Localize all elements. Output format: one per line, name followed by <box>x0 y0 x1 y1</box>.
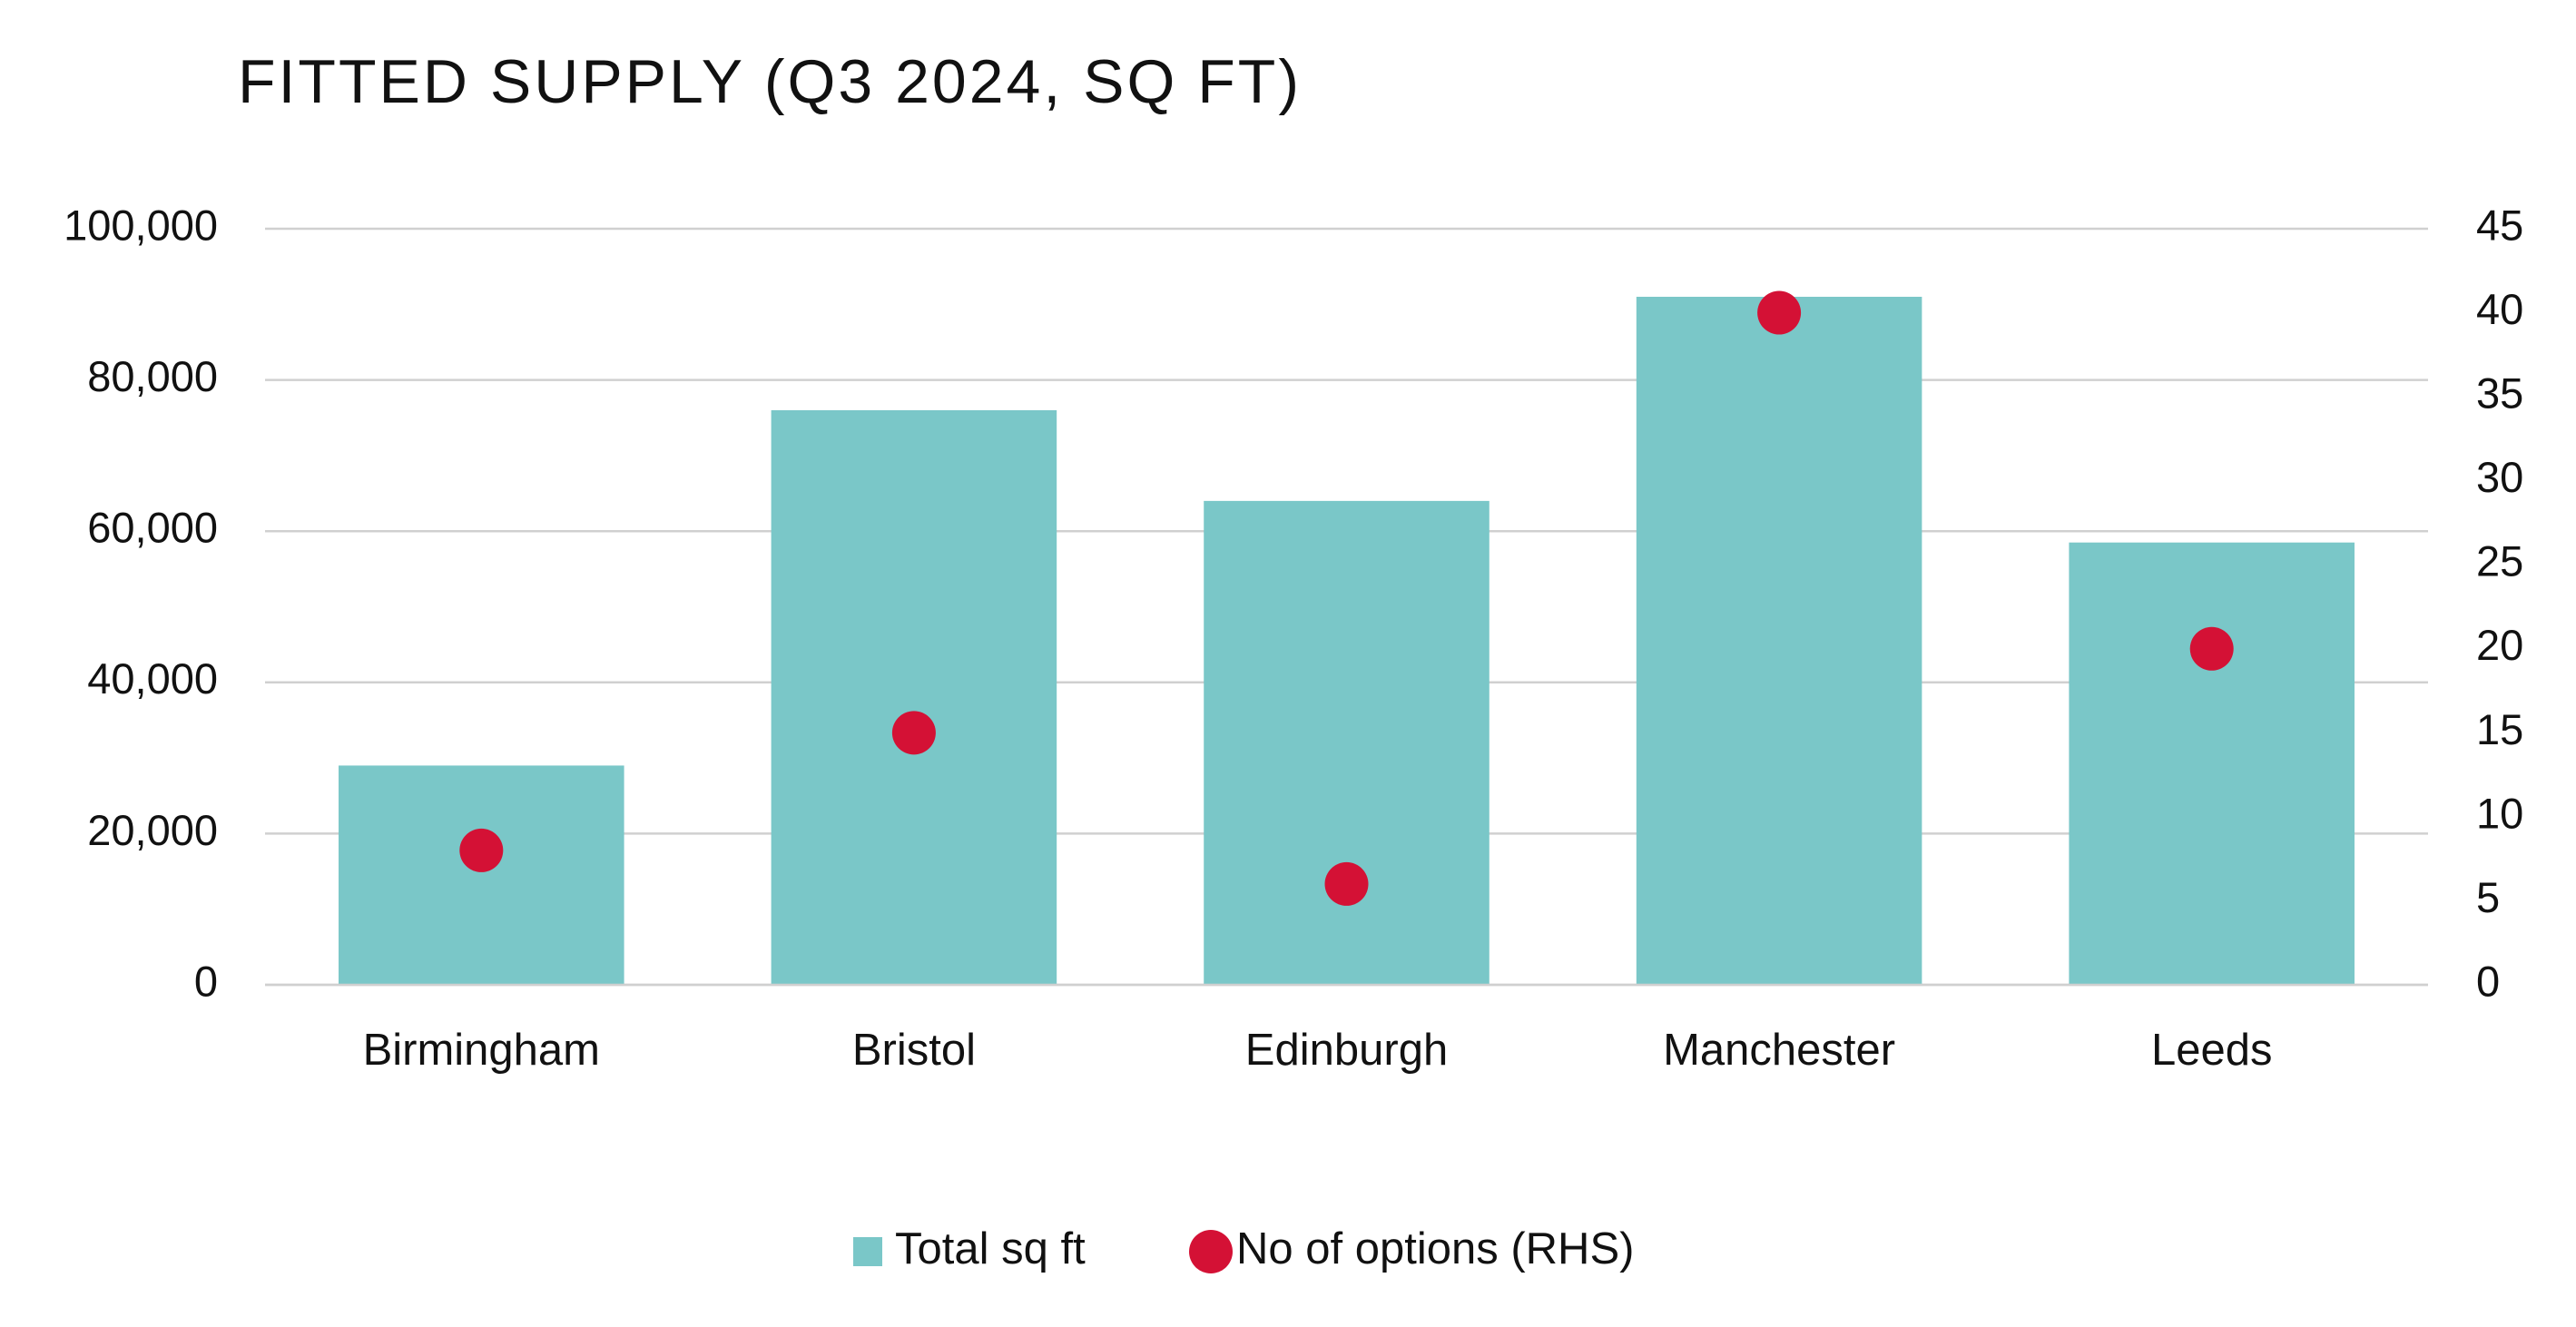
bar <box>1204 500 1490 985</box>
bar <box>2069 542 2355 985</box>
y2-tick-label: 35 <box>2476 369 2523 418</box>
y2-tick-label: 45 <box>2476 201 2523 249</box>
y2-tick-label: 20 <box>2476 621 2523 669</box>
y-tick-label: 60,000 <box>87 504 218 552</box>
y2-tick-label: 25 <box>2476 537 2523 585</box>
legend: Total sq ft No of options (RHS) <box>853 1224 1634 1273</box>
x-tick-label: Leeds <box>2151 1026 2273 1075</box>
legend-label: Total sq ft <box>895 1224 1086 1273</box>
y2-tick-label: 40 <box>2476 285 2523 333</box>
y-tick-label: 100,000 <box>64 201 218 249</box>
point <box>1324 861 1369 906</box>
bar <box>771 409 1057 985</box>
point <box>891 711 936 755</box>
y2-tick-label: 30 <box>2476 453 2523 501</box>
y2-tick-label: 0 <box>2476 957 2500 1005</box>
x-tick-label: Edinburgh <box>1245 1026 1448 1075</box>
x-tick-label: Manchester <box>1663 1026 1895 1075</box>
y-tick-label: 0 <box>194 957 218 1005</box>
legend-swatch <box>1189 1230 1233 1273</box>
bar <box>1636 296 1922 986</box>
point <box>459 828 504 872</box>
x-tick-label: Bristol <box>852 1026 976 1075</box>
legend-swatch <box>853 1237 882 1266</box>
point <box>1757 290 1802 335</box>
legend-label: No of options (RHS) <box>1236 1224 1634 1273</box>
bar <box>339 765 624 985</box>
chart-title: FITTED SUPPLY (Q3 2024, SQ FT) <box>238 47 1302 116</box>
y-tick-label: 20,000 <box>87 806 218 854</box>
y2-tick-label: 5 <box>2476 873 2500 921</box>
y2-tick-label: 10 <box>2476 789 2523 837</box>
y-tick-label: 40,000 <box>87 654 218 703</box>
point <box>2189 626 2234 671</box>
x-tick-label: Birmingham <box>363 1026 600 1075</box>
y-tick-label: 80,000 <box>87 352 218 400</box>
y2-tick-label: 15 <box>2476 705 2523 753</box>
